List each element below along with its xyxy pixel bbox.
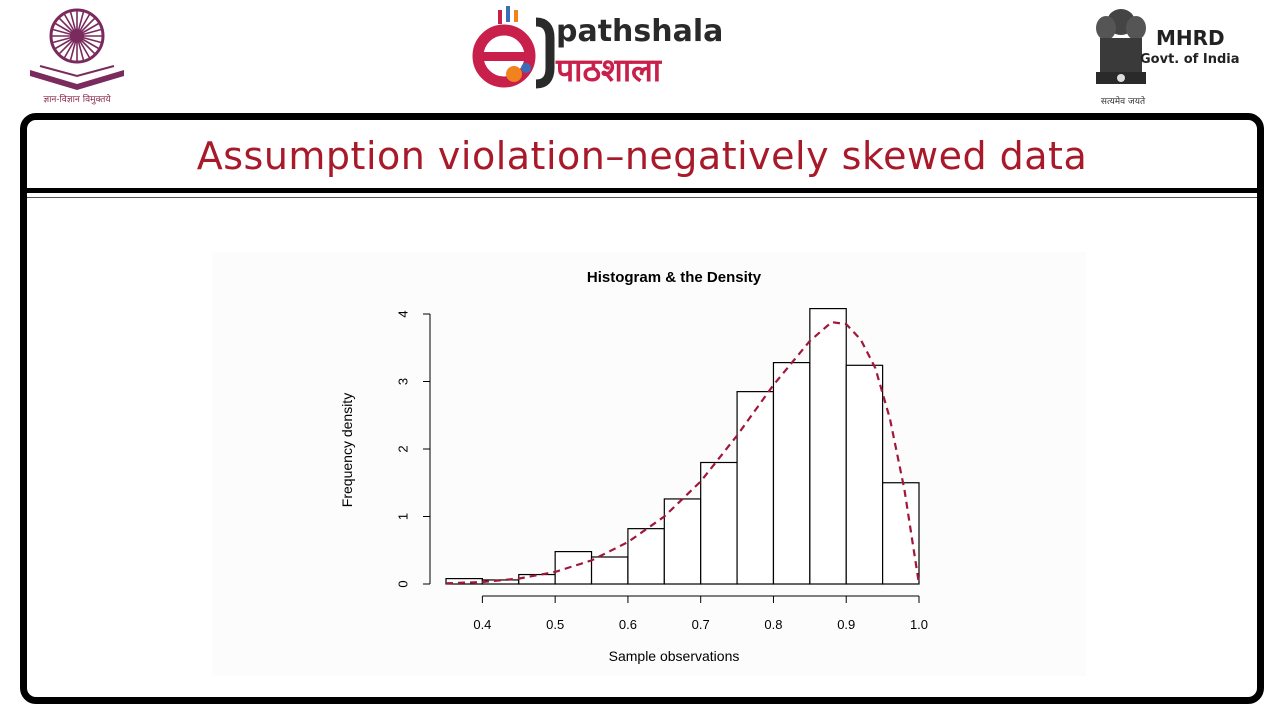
slide-title: Assumption violation–negatively skewed d… [196, 134, 1088, 178]
x-tick-label: 1.0 [910, 617, 928, 632]
y-tick-label: 0 [395, 580, 410, 587]
logo-text-hi: पाठशाला [556, 51, 662, 89]
chart-title: Histogram & the Density [587, 269, 762, 286]
mhrd-motto: सत्यमेव जयते [1100, 97, 1146, 107]
y-tick-label: 3 [395, 378, 410, 385]
x-tick-label: 0.8 [764, 617, 782, 632]
mhrd-title: MHRD [1156, 26, 1225, 50]
histogram-bar [590, 556, 629, 585]
histogram-bar [663, 498, 702, 585]
y-tick-label: 1 [395, 513, 410, 520]
y-tick-label: 2 [395, 445, 410, 452]
x-tick-label: 0.4 [473, 617, 491, 632]
epathshala-e-icon [472, 6, 555, 89]
plot-area: Histogram & the Density 0.4 0.5 0.6 0.7 0.8 0.… [212, 252, 1086, 676]
y-tick-label: 4 [395, 310, 410, 317]
mhrd-subtitle: Govt. of India [1140, 52, 1240, 67]
slide-frame: Assumption violation–negatively skewed d… [20, 113, 1264, 704]
x-tick-label: 0.6 [619, 617, 637, 632]
histogram-bar [518, 573, 556, 585]
histogram-bar [736, 391, 775, 585]
x-tick-label: 0.7 [692, 617, 710, 632]
x-axis-label: Sample observations [609, 648, 740, 664]
ugc-wheel-icon [30, 8, 124, 90]
histogram-bar [809, 307, 847, 585]
ugc-logo: ज्ञान-विज्ञान विमुक्तये [22, 4, 132, 108]
histogram-bar [554, 551, 593, 585]
y-axis-label: Frequency density [339, 393, 355, 507]
density-curve [445, 320, 921, 585]
logo-text-en: pathshala [556, 14, 724, 49]
x-tick-label: 0.5 [546, 617, 564, 632]
epathshala-logo: pathshala पाठशाला [470, 2, 790, 106]
ugc-caption: ज्ञान-विज्ञान विमुक्तये [43, 95, 111, 105]
histogram-bar [772, 361, 811, 585]
national-emblem-icon [1096, 9, 1146, 84]
histogram-bar [700, 461, 738, 585]
x-tick-label: 0.9 [837, 617, 855, 632]
header: ज्ञान-विज्ञान विमुक्तये pathshala पाठशाल… [0, 0, 1280, 112]
histogram-bar [845, 364, 884, 585]
histogram-chart: Histogram & the Density 0.4 0.5 0.6 0.7 0.8 0.… [339, 269, 928, 664]
title-band: Assumption violation–negatively skewed d… [27, 120, 1257, 198]
histogram-bar [882, 482, 920, 585]
mhrd-logo: MHRD Govt. of India सत्यमेव जयते [1086, 4, 1276, 108]
